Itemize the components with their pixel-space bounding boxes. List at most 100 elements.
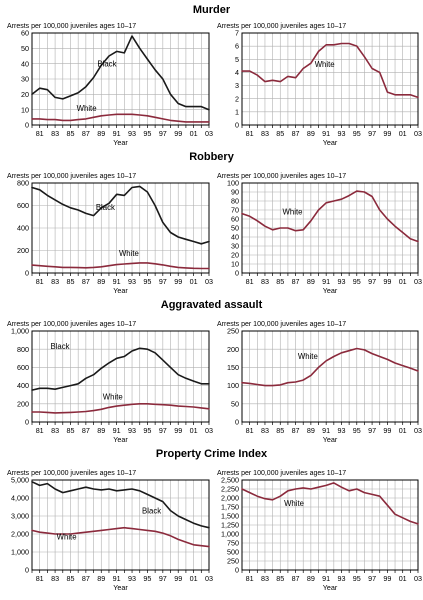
property-crime-index-left-ytick-label: 4,000	[11, 494, 29, 503]
murder-left-xtick-label: 99	[174, 129, 182, 138]
robbery-left-series-black-label: Black	[96, 203, 115, 212]
aggravated-assault-left-ytick-label: 200	[17, 399, 29, 408]
property-crime-index-left-series-white-label: White	[57, 532, 77, 541]
robbery-right-ytick-label: 40	[231, 233, 239, 242]
murder-right-ytick-label: 5	[235, 55, 239, 64]
property-crime-index-right-xtick-label: 95	[353, 574, 361, 583]
aggravated-assault-right-ytick-label: 50	[231, 399, 239, 408]
property-crime-index-right-ytick-label: 0	[235, 566, 239, 575]
property-crime-index-right-frame	[241, 479, 419, 571]
aggravated-assault-left-xtick-label: 89	[97, 426, 105, 435]
murder-left-ytick-label: 50	[21, 44, 29, 53]
aggravated-assault-right-xtick-label: 91	[322, 426, 330, 435]
property-crime-index-right-xlabel: Year	[323, 583, 338, 592]
robbery-right-ytick-label: 70	[231, 206, 239, 215]
murder-left-ytick-label: 0	[25, 121, 29, 130]
property-crime-index-left-xlabel: Year	[113, 583, 128, 592]
murder-right-xtick-label: 85	[276, 129, 284, 138]
aggravated-assault-left-xtick-label: 87	[82, 426, 90, 435]
property-crime-index-left-xtick-label: 01	[190, 574, 198, 583]
aggravated-assault-right-ytick-label: 150	[227, 363, 239, 372]
robbery-right-xtick-label: 83	[261, 277, 269, 286]
robbery-right-xtick-label: 95	[353, 277, 361, 286]
robbery-right-xtick-label: 81	[246, 277, 254, 286]
robbery-left-xtick-label: 83	[51, 277, 59, 286]
murder-right-xtick-label: 01	[399, 129, 407, 138]
robbery-right-ytick-label: 10	[231, 260, 239, 269]
murder-right-xtick-label: 03	[414, 129, 422, 138]
murder-right-xtick-label: 97	[368, 129, 376, 138]
property-crime-index-right-xtick-label: 91	[322, 574, 330, 583]
property-crime-index-right-xtick-label: 81	[246, 574, 254, 583]
property-crime-index-right-xtick-label: 87	[292, 574, 300, 583]
murder-left-ytick-label: 30	[21, 75, 29, 84]
robbery-right-xtick-label: 91	[322, 277, 330, 286]
robbery-left-ytick-label: 600	[17, 201, 29, 210]
murder-left-series-white-line	[31, 113, 210, 123]
aggravated-assault-right-xtick-label: 85	[276, 426, 284, 435]
property-crime-index-left-frame	[31, 479, 210, 571]
property-crime-index-right-xtick-label: 99	[383, 574, 391, 583]
robbery-right-ytick-label: 90	[231, 188, 239, 197]
robbery-right-xtick-label: 99	[383, 277, 391, 286]
robbery-right-ytick-label: 100	[227, 179, 239, 188]
property-crime-index-right-series-white-label: White	[284, 499, 304, 508]
robbery-right-xtick-label: 87	[292, 277, 300, 286]
robbery-left-xtick-label: 87	[82, 277, 90, 286]
robbery-left-ylabel: Arrests per 100,000 juveniles ages 10–17	[7, 173, 136, 180]
aggravated-assault-left-xtick-label: 85	[66, 426, 74, 435]
murder-left-xtick-label: 97	[159, 129, 167, 138]
robbery-left-xtick-label: 01	[190, 277, 198, 286]
murder-right-xlabel: Year	[323, 138, 338, 147]
property-crime-index-right-xtick-label: 89	[307, 574, 315, 583]
property-crime-index-left-xtick-label: 97	[159, 574, 167, 583]
murder-right-xtick-label: 83	[261, 129, 269, 138]
property-crime-index-left-xtick-label: 91	[113, 574, 121, 583]
murder-left-ytick-label: 40	[21, 59, 29, 68]
property-crime-index-left-ytick-label: 0	[25, 566, 29, 575]
property-crime-index-left-ytick-label: 1,000	[11, 548, 29, 557]
robbery-left-xtick-label: 81	[36, 277, 44, 286]
section-title-aggravated-assault: Aggravated assault	[161, 299, 263, 311]
murder-left-xtick-label: 95	[143, 129, 151, 138]
aggravated-assault-left-xtick-label: 01	[190, 426, 198, 435]
aggravated-assault-left-xtick-label: 03	[205, 426, 213, 435]
aggravated-assault-left-ylabel: Arrests per 100,000 juveniles ages 10–17	[7, 321, 136, 328]
property-crime-index-right-xtick-label: 83	[261, 574, 269, 583]
aggravated-assault-left-ytick-label: 0	[25, 418, 29, 427]
property-crime-index-right-ytick-label: 1,250	[221, 521, 239, 530]
property-crime-index-right-ytick-label: 2,000	[221, 494, 239, 503]
robbery-left-xtick-label: 85	[66, 277, 74, 286]
robbery-right-ytick-label: 60	[231, 215, 239, 224]
murder-right-ylabel: Arrests per 100,000 juveniles ages 10–17	[217, 23, 346, 30]
property-crime-index-right-ytick-label: 1,500	[221, 512, 239, 521]
aggravated-assault-left-xtick-label: 97	[159, 426, 167, 435]
robbery-right-xtick-label: 93	[337, 277, 345, 286]
section-title-robbery: Robbery	[189, 151, 235, 163]
murder-right-series-white-label: White	[315, 60, 335, 69]
property-crime-index-right-ytick-label: 750	[227, 539, 239, 548]
aggravated-assault-right-series-white-line	[241, 347, 419, 387]
property-crime-index-right-xtick-label: 85	[276, 574, 284, 583]
aggravated-assault-right-xtick-label: 87	[292, 426, 300, 435]
aggravated-assault-right-xtick-label: 93	[337, 426, 345, 435]
aggravated-assault-left-xtick-label: 81	[36, 426, 44, 435]
aggravated-assault-right-xtick-label: 01	[399, 426, 407, 435]
aggravated-assault-right-ytick-label: 250	[227, 327, 239, 336]
murder-right-frame	[241, 32, 419, 126]
robbery-left-ytick-label: 200	[17, 246, 29, 255]
aggravated-assault-left-xtick-label: 91	[113, 426, 121, 435]
murder-right-xtick-label: 87	[292, 129, 300, 138]
aggravated-assault-left-xlabel: Year	[113, 435, 128, 444]
robbery-right-series-white-label: White	[283, 208, 303, 217]
property-crime-index-left-ytick-label: 2,000	[11, 530, 29, 539]
aggravated-assault-right-xtick-label: 83	[261, 426, 269, 435]
murder-left-xtick-label: 01	[190, 129, 198, 138]
property-crime-index-right-ytick-label: 2,500	[221, 476, 239, 485]
murder-right-ytick-label: 4	[235, 68, 239, 77]
property-crime-index-right-ytick-label: 1,000	[221, 530, 239, 539]
robbery-right-xtick-label: 01	[399, 277, 407, 286]
murder-left-xtick-label: 91	[113, 129, 121, 138]
property-crime-index-left-xtick-label: 83	[51, 574, 59, 583]
